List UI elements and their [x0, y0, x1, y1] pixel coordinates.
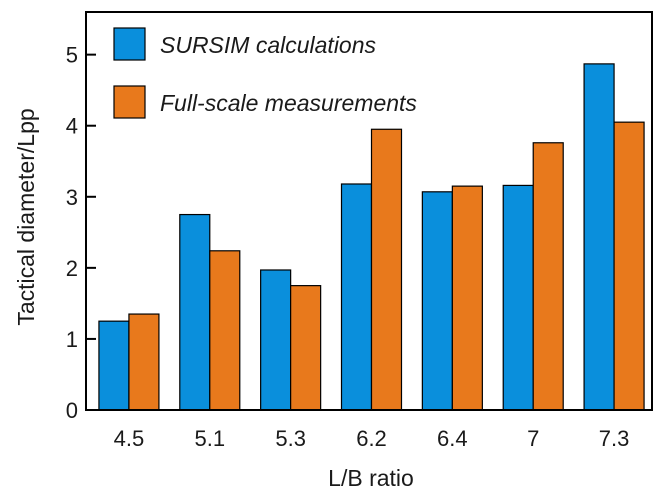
bar-sursim-6.2 — [340, 183, 373, 411]
x-axis: 4.5 5.1 5.3 6.2 6.4 7 7.3 — [114, 426, 630, 451]
bar-fullscale-5.3 — [290, 285, 322, 411]
bar-sursim-5.3 — [260, 269, 292, 411]
x-tick-label: 7 — [527, 426, 539, 451]
legend-label-sursim: SURSIM calculations — [160, 32, 377, 58]
x-tick-label: 5.3 — [275, 426, 306, 451]
y-axis-title: Tactical diameter/Lpp — [13, 108, 39, 325]
bar-sursim-5.1 — [179, 213, 211, 411]
bar-fullscale-6.2 — [370, 128, 403, 411]
y-tick-label: 1 — [66, 327, 78, 352]
x-tick-label: 7.3 — [599, 426, 630, 451]
y-tick-label: 4 — [66, 114, 78, 139]
x-tick-label: 6.4 — [437, 426, 468, 451]
bar-sursim-7.3 — [583, 63, 615, 411]
bar-fullscale-7.3 — [613, 121, 645, 411]
bar-fullscale-6.4 — [451, 185, 483, 411]
x-tick-label: 4.5 — [114, 426, 145, 451]
x-tick-label: 5.1 — [194, 426, 225, 451]
x-tick-label: 6.2 — [356, 426, 387, 451]
y-tick-label: 0 — [66, 398, 78, 423]
plot-frame — [85, 11, 653, 411]
y-tick-label: 3 — [66, 185, 78, 210]
legend-swatch-fullscale — [113, 85, 146, 119]
bar-fullscale-4.5 — [128, 313, 160, 411]
legend-swatch-sursim — [113, 27, 146, 61]
legend-label-fullscale: Full-scale measurements — [160, 90, 417, 116]
bar-fullscale-5.1 — [209, 250, 241, 411]
bar-sursim-4.5 — [98, 320, 130, 411]
bar-sursim-7 — [502, 184, 534, 411]
bars-group — [98, 63, 645, 411]
bar-sursim-6.4 — [421, 191, 453, 411]
y-axis: 0 1 2 3 4 5 — [66, 43, 96, 423]
legend: SURSIM calculations Full-scale measuremen… — [113, 27, 417, 119]
y-tick-label: 5 — [66, 43, 78, 68]
bar-fullscale-7 — [532, 142, 564, 411]
y-tick-label: 2 — [66, 256, 78, 281]
x-axis-title: L/B ratio — [328, 465, 414, 491]
